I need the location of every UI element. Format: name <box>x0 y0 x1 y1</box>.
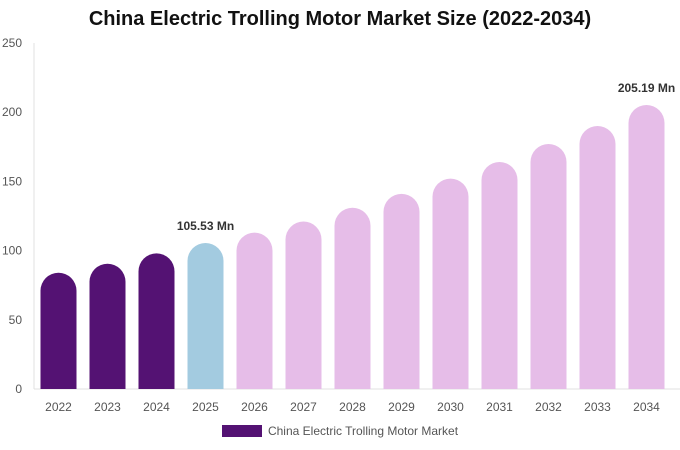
x-tick-label-2030: 2030 <box>437 400 464 414</box>
bar-2026 <box>236 232 273 389</box>
chart-title: China Electric Trolling Motor Market Siz… <box>88 8 592 30</box>
legend-label: China Electric Trolling Motor Market <box>267 424 459 438</box>
y-tick-label: 150 <box>2 174 22 188</box>
y-tick-label: 50 <box>9 313 23 327</box>
data-label-2025: 105.53 Mn <box>177 219 234 233</box>
bar-2029 <box>383 193 420 389</box>
bar-2034 <box>628 105 665 390</box>
bar-2028 <box>334 207 371 389</box>
x-tick-label-2027: 2027 <box>290 400 317 414</box>
legend-swatch <box>221 425 262 437</box>
bar-2022 <box>40 272 77 389</box>
x-tick-label-2023: 2023 <box>94 400 121 414</box>
y-tick-label: 200 <box>2 105 22 119</box>
x-tick-label-2031: 2031 <box>486 400 513 414</box>
x-tick-label-2024: 2024 <box>143 400 170 414</box>
y-tick-label: 100 <box>2 244 22 258</box>
y-tick-label: 0 <box>15 382 22 396</box>
x-tick-label-2022: 2022 <box>45 400 72 414</box>
data-label-2034: 205.19 Mn <box>618 81 675 95</box>
x-tick-label-2028: 2028 <box>339 400 366 414</box>
bar-2033 <box>579 126 616 390</box>
bar-2023 <box>89 263 126 389</box>
y-tick-label: 250 <box>2 36 22 50</box>
bar-2031 <box>481 162 518 389</box>
x-tick-label-2034: 2034 <box>633 400 660 414</box>
x-tick-label-2025: 2025 <box>192 400 219 414</box>
legend: China Electric Trolling Motor Market <box>0 424 680 438</box>
bar-2024 <box>138 253 175 389</box>
x-tick-label-2026: 2026 <box>241 400 268 414</box>
bar-2030 <box>432 178 469 389</box>
x-tick-label-2032: 2032 <box>535 400 562 414</box>
bar-2025 <box>187 242 224 389</box>
bar-2027 <box>285 221 322 389</box>
bar-2032 <box>530 144 567 389</box>
x-tick-label-2033: 2033 <box>584 400 611 414</box>
x-tick-label-2029: 2029 <box>388 400 415 414</box>
